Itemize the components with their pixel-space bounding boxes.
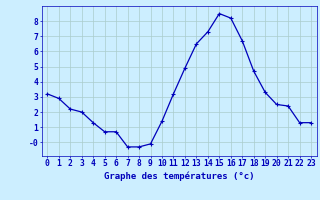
X-axis label: Graphe des températures (°c): Graphe des températures (°c)	[104, 171, 254, 181]
